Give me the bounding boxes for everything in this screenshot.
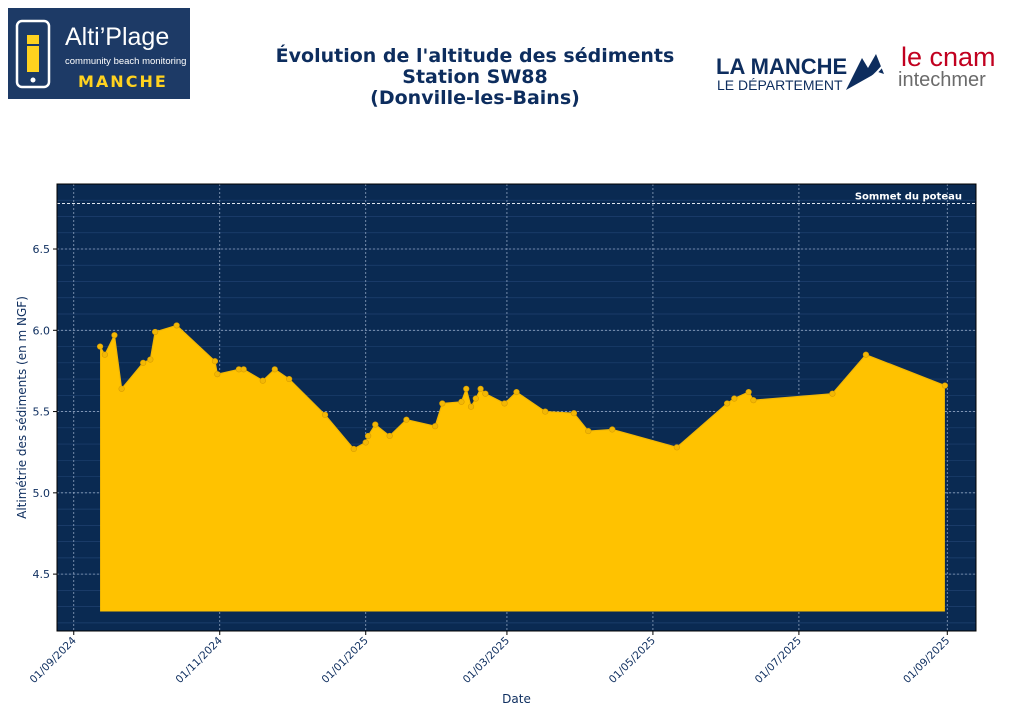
data-point: [609, 426, 616, 433]
phone-button-icon: [30, 77, 36, 83]
chart-title-line-2: Station SW88: [402, 66, 548, 88]
data-point: [463, 385, 470, 392]
data-point: [140, 359, 147, 366]
data-point: [501, 400, 508, 407]
data-point: [350, 445, 357, 453]
data-point: [513, 388, 520, 396]
altiplage-logo-region: MANCHE: [78, 72, 168, 91]
data-point: [271, 366, 278, 373]
data-point: [403, 416, 410, 423]
cnam-logo-line-1: le cnam: [901, 42, 996, 72]
y-tick-label: 5.0: [33, 487, 51, 500]
data-point: [439, 400, 446, 407]
area-series-line: [99, 324, 946, 450]
data-point: [386, 432, 393, 440]
la-manche-logo-line-1: LA MANCHE: [716, 54, 847, 79]
data-point: [152, 328, 159, 336]
altiplage-logo-name: Alti’Plage: [65, 23, 169, 51]
chart-title-line-1: Évolution de l'altitude des sédiments: [275, 45, 675, 67]
data-point: [432, 423, 439, 430]
data-point: [570, 410, 578, 417]
altiplage-logo: Alti’Plage community beach monitoring MA…: [8, 8, 190, 99]
data-point: [118, 385, 125, 392]
plot-frame: [56, 183, 977, 632]
x-tick-label: 01/09/2025: [901, 635, 952, 686]
y-tick-label: 6.0: [33, 324, 51, 337]
data-point: [467, 403, 475, 410]
x-tick-label: 01/11/2024: [174, 634, 226, 686]
phone-screen-bar-icon: [27, 46, 39, 72]
data-point: [259, 377, 266, 384]
data-point: [862, 351, 870, 358]
x-tick-label: 01/05/2025: [607, 635, 658, 686]
data-point: [724, 400, 731, 407]
la-manche-logo: LA MANCHE LE DÉPARTEMENT: [712, 44, 892, 94]
data-point: [585, 427, 592, 435]
data-points: [96, 322, 948, 453]
data-point: [214, 371, 221, 378]
data-point: [362, 439, 369, 446]
data-point: [745, 388, 752, 396]
cnam-intechmer-logo: le cnam intechmer: [895, 40, 1020, 95]
sail-wave-icon: [851, 63, 885, 91]
data-point: [482, 390, 489, 397]
data-point: [750, 397, 757, 404]
reference-line-label: Sommet du poteau: [855, 192, 962, 203]
data-point: [111, 332, 118, 339]
cnam-logo-art: le cnam intechmer: [898, 42, 996, 91]
data-point: [941, 382, 948, 389]
phone-screen-block-icon: [27, 35, 39, 44]
data-point: [472, 395, 479, 402]
data-point: [286, 375, 293, 383]
altiplage-logo-tagline: community beach monitoring: [65, 56, 186, 67]
data-point: [321, 411, 329, 418]
x-tick-label: 01/01/2025: [320, 635, 371, 686]
data-point: [211, 358, 219, 365]
data-point: [673, 444, 680, 451]
data-point: [542, 408, 549, 415]
y-axis-label: Altimétrie des sédiments (en m NGF): [15, 296, 29, 519]
x-axis-label: Date: [502, 692, 531, 706]
data-point: [477, 385, 484, 392]
data-point: [365, 432, 372, 440]
la-manche-logo-line-2: LE DÉPARTEMENT: [717, 77, 843, 93]
data-point: [101, 351, 108, 358]
y-tick-label: 4.5: [33, 568, 51, 581]
la-manche-logo-art: LA MANCHE LE DÉPARTEMENT: [716, 54, 885, 93]
data-point: [458, 398, 465, 405]
chart-title-line-3: (Donville-les-Bains): [370, 87, 580, 109]
cnam-logo-line-2: intechmer: [898, 69, 986, 91]
altiplage-logo-art: Alti’Plage community beach monitoring MA…: [8, 8, 190, 99]
data-point: [372, 421, 379, 428]
x-tick-label: 01/03/2025: [461, 635, 512, 686]
x-tick-label: 01/09/2024: [28, 634, 80, 686]
x-tick-label: 01/07/2025: [753, 635, 804, 686]
data-point: [173, 322, 180, 329]
data-point: [147, 356, 154, 363]
sail-emblem-icon: [846, 54, 884, 90]
y-tick-label: 5.5: [33, 406, 51, 419]
data-point: [731, 395, 738, 402]
data-point: [829, 390, 836, 397]
data-point: [96, 343, 104, 350]
data-point: [240, 366, 247, 373]
chart-title: Évolution de l'altitude des sédiments St…: [230, 46, 720, 109]
area-series-fill: [100, 325, 945, 612]
y-tick-label: 6.5: [33, 243, 51, 256]
